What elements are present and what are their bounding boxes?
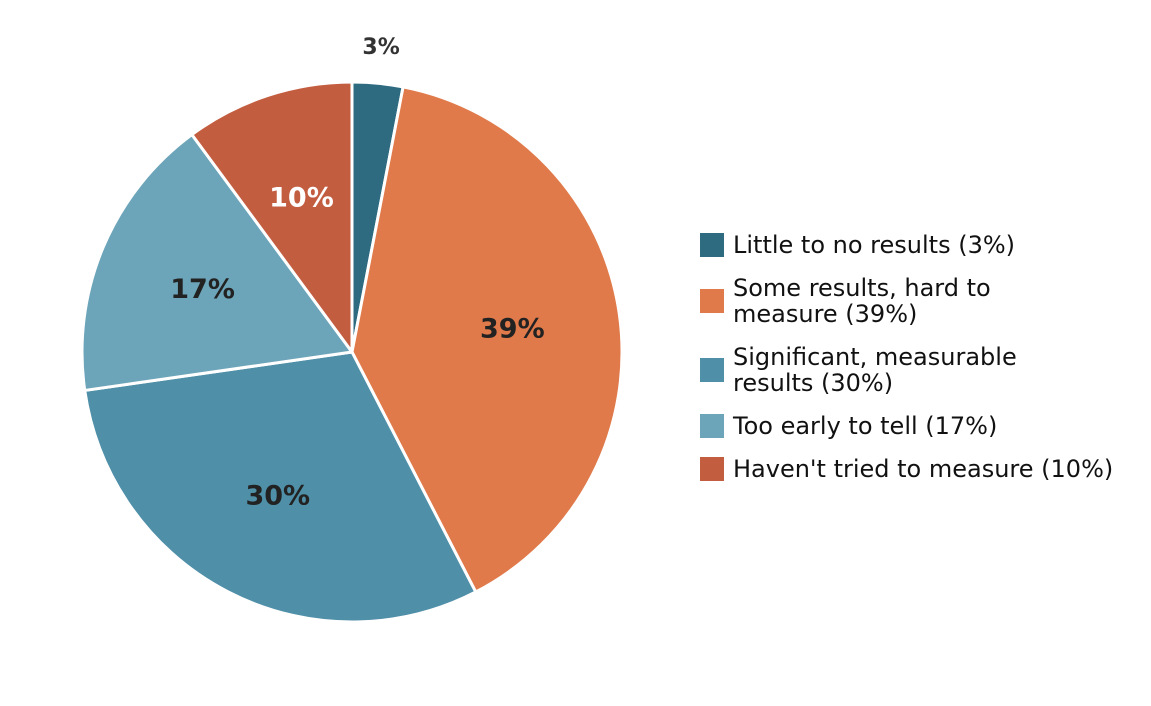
data-label-little-to-no-results: 3%	[362, 35, 399, 60]
legend-swatch	[700, 289, 724, 313]
legend-swatch	[700, 358, 724, 382]
legend-swatch	[700, 457, 724, 481]
data-label-too-early-to-tell: 17%	[170, 274, 235, 305]
pie-slices	[80, 80, 624, 624]
legend-item-little-to-no-results: Little to no results (3%)	[700, 231, 1015, 259]
pie-slice-significant-measurable-results	[83, 350, 478, 624]
legend-label: Significant, measurable results (30%)	[733, 343, 1017, 397]
legend-item-haven-t-tried-to-measure: Haven't tried to measure (10%)	[700, 455, 1113, 483]
data-label-haven-t-tried-to-measure: 10%	[269, 183, 334, 214]
legend-swatch	[700, 414, 724, 438]
legend-item-too-early-to-tell: Too early to tell (17%)	[700, 412, 997, 440]
data-label-some-results-hard-to-measure: 39%	[480, 313, 545, 344]
legend-label: Too early to tell (17%)	[732, 412, 997, 440]
data-label-significant-measurable-results: 30%	[245, 480, 310, 511]
slice-data-labels: 3% 39% 30% 17% 10%	[170, 35, 544, 512]
legend-item-some-results-hard-to-measure: Some results, hard to measure (39%)	[700, 274, 991, 328]
legend-item-significant-measurable-results: Significant, measurable results (30%)	[700, 343, 1017, 397]
pie-slice-haven-t-tried-to-measure	[190, 80, 354, 354]
pie-slice-too-early-to-tell	[80, 133, 354, 392]
legend-label: Little to no results (3%)	[733, 231, 1015, 259]
legend-swatch	[700, 233, 724, 257]
legend-label: Haven't tried to measure (10%)	[733, 455, 1113, 483]
pie-slice-some-results-hard-to-measure	[350, 85, 624, 594]
legend: Little to no results (3%) Some results, h…	[700, 231, 1113, 483]
legend-label: Some results, hard to measure (39%)	[733, 274, 991, 328]
